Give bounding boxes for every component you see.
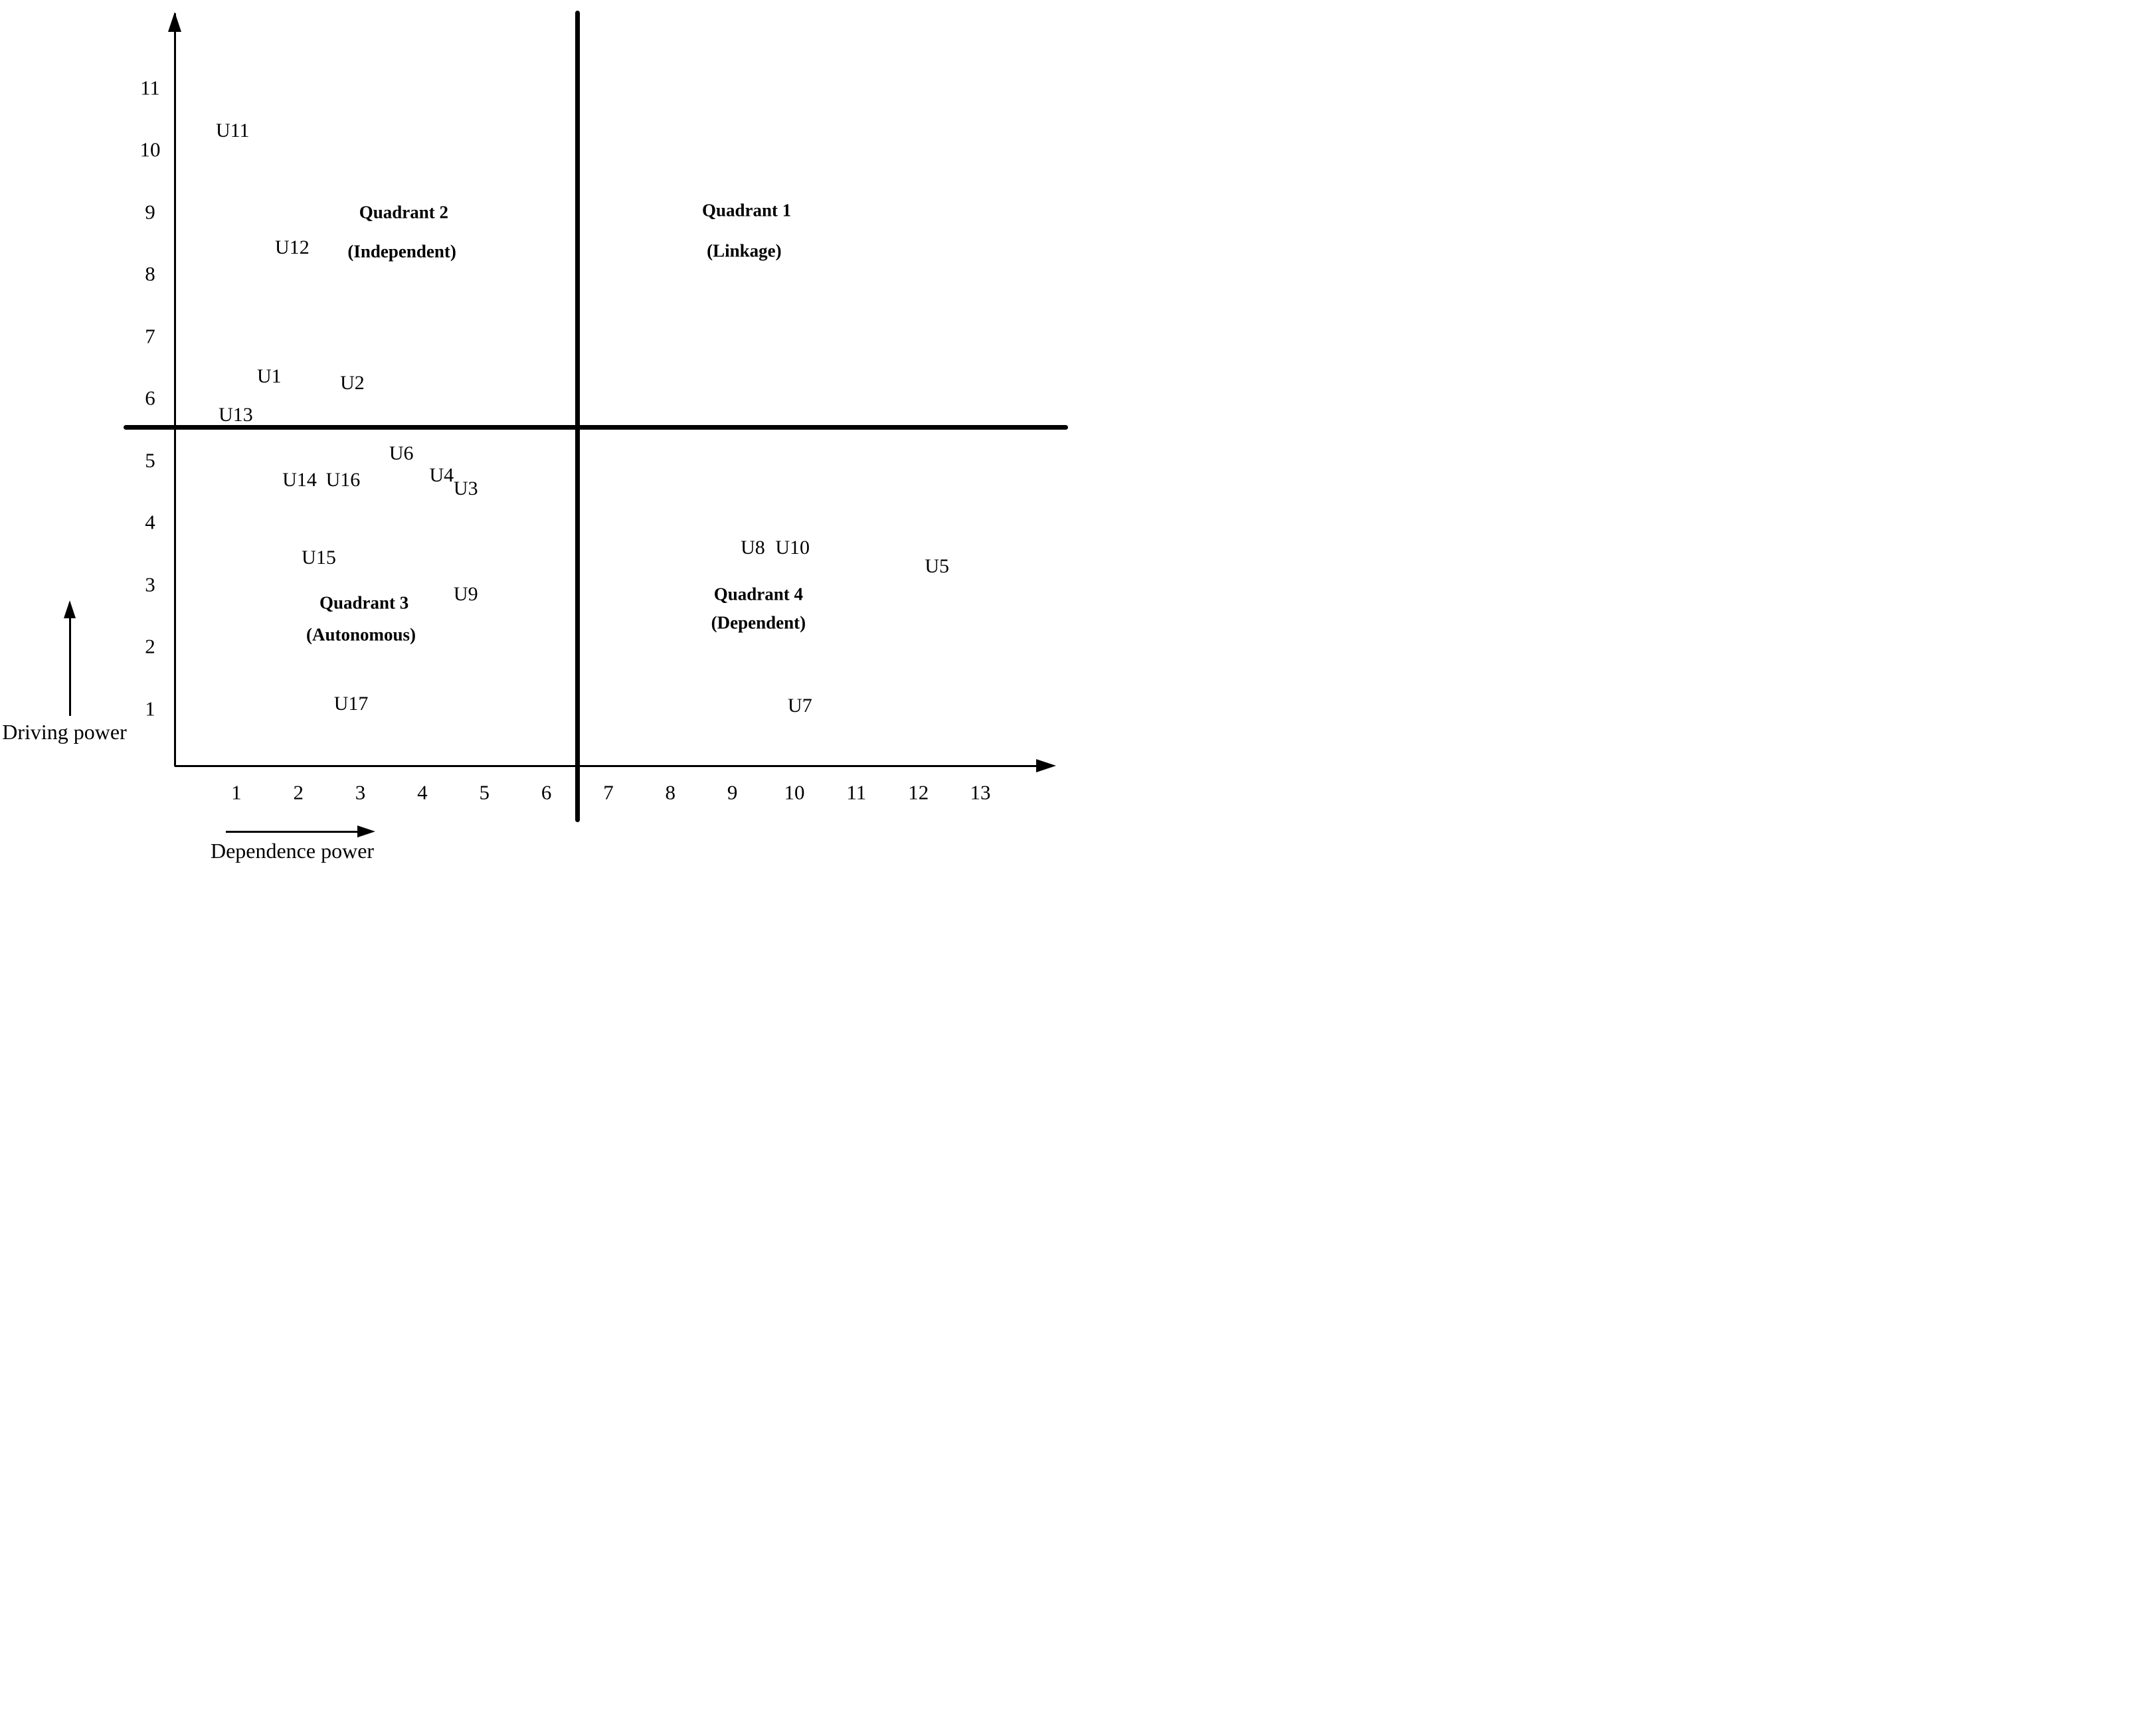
quadrant-2-line-1: Quadrant 2 — [359, 202, 449, 222]
quadrant-1-line-2: (Linkage) — [707, 240, 782, 261]
dependence-power-arrow-line — [226, 831, 357, 833]
point-label-U7: U7 — [788, 694, 812, 717]
x-tick-label-10: 10 — [784, 780, 805, 804]
quadrant-4-line-1: Quadrant 4 — [713, 584, 803, 604]
point-label-U11: U11 — [215, 119, 250, 141]
driving-power-arrow-icon — [64, 600, 76, 618]
y-tick-label-3: 3 — [145, 572, 155, 596]
x-tick-label-4: 4 — [417, 780, 428, 804]
x-tick-label-7: 7 — [603, 780, 614, 804]
quadrant-2-line-2: (Independent) — [347, 241, 456, 262]
vertical-quadrant-divider — [575, 11, 580, 822]
point-label-U17: U17 — [333, 692, 369, 715]
quadrant-3-line-1: Quadrant 3 — [319, 592, 409, 613]
point-label-U14: U14 — [282, 469, 317, 491]
y-axis-title: Driving power — [2, 720, 127, 744]
point-label-U16: U16 — [325, 469, 361, 491]
x-tick-label-9: 9 — [727, 780, 738, 804]
y-tick-label-10: 10 — [139, 137, 161, 161]
x-axis-arrow-icon — [1036, 759, 1056, 772]
point-label-U9: U9 — [453, 583, 478, 606]
y-tick-label-8: 8 — [145, 262, 155, 286]
point-label-U3: U3 — [453, 477, 478, 499]
y-tick-label-9: 9 — [145, 200, 155, 223]
quadrant-1-line-1: Quadrant 1 — [701, 200, 792, 220]
point-label-U5: U5 — [925, 555, 950, 578]
x-tick-label-2: 2 — [293, 780, 304, 804]
point-label-U6: U6 — [389, 442, 414, 465]
x-tick-label-1: 1 — [231, 780, 242, 804]
point-label-U15: U15 — [302, 547, 336, 569]
horizontal-quadrant-divider — [124, 425, 1068, 430]
y-tick-label-1: 1 — [145, 697, 155, 720]
x-tick-label-12: 12 — [908, 780, 929, 804]
point-label-U10: U10 — [775, 537, 810, 559]
quadrant-4-line-2: (Dependent) — [711, 612, 806, 633]
y-tick-label-4: 4 — [145, 510, 155, 534]
point-label-U8: U8 — [741, 537, 765, 559]
x-tick-label-8: 8 — [665, 780, 676, 804]
y-axis-arrow-icon — [168, 12, 181, 32]
y-tick-label-6: 6 — [145, 386, 155, 410]
x-tick-label-3: 3 — [355, 780, 366, 804]
quadrant-3-line-2: (Autonomous) — [306, 624, 416, 645]
point-label-U4: U4 — [429, 464, 454, 486]
point-label-U12: U12 — [275, 236, 310, 258]
point-label-U1: U1 — [256, 365, 282, 388]
y-tick-label-2: 2 — [145, 634, 155, 658]
point-label-U2: U2 — [340, 372, 365, 394]
x-tick-label-11: 11 — [846, 780, 867, 804]
y-tick-label-7: 7 — [145, 324, 155, 347]
x-axis-title: Dependence power — [210, 839, 375, 863]
x-tick-label-6: 6 — [541, 780, 552, 804]
x-axis-line — [175, 765, 1038, 767]
y-axis-line — [174, 13, 176, 766]
y-tick-label-5: 5 — [145, 448, 155, 472]
y-tick-label-11: 11 — [140, 76, 160, 99]
x-tick-label-13: 13 — [970, 780, 991, 804]
x-tick-label-5: 5 — [479, 780, 490, 804]
driving-power-arrow-line — [69, 618, 71, 716]
point-label-U13: U13 — [219, 404, 253, 426]
dependence-power-arrow-icon — [357, 825, 375, 837]
